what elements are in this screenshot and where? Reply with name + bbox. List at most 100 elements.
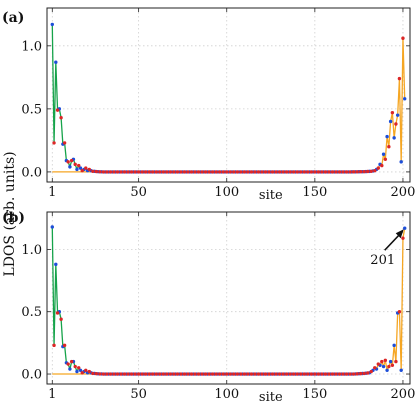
- data-point-red: [98, 372, 102, 376]
- data-point-red: [101, 170, 106, 174]
- data-point-red: [80, 371, 84, 375]
- data-point-red: [193, 170, 197, 174]
- annotation-arrow-head: [395, 229, 404, 239]
- data-point-red: [235, 170, 240, 174]
- data-point-red: [291, 372, 296, 376]
- data-point-blue: [388, 119, 393, 124]
- data-point-red: [232, 372, 236, 376]
- data-point-red: [327, 170, 331, 174]
- data-point-red: [260, 372, 264, 376]
- data-point-blue: [395, 113, 400, 117]
- data-point-red: [390, 363, 395, 368]
- data-point-red: [186, 170, 190, 174]
- data-point-red: [383, 358, 388, 363]
- series-line-orange: [52, 228, 406, 375]
- data-point-red: [334, 170, 338, 174]
- data-point-blue: [54, 262, 58, 267]
- data-point-red: [260, 170, 264, 174]
- x-tick-label: 1: [48, 185, 56, 200]
- data-point-red: [228, 372, 232, 376]
- data-point-blue: [381, 152, 386, 156]
- data-point-blue: [78, 166, 83, 170]
- data-point-red: [302, 372, 306, 376]
- data-point-red: [221, 170, 225, 174]
- data-point-red: [101, 372, 106, 376]
- data-point-red: [337, 170, 342, 174]
- data-point-blue: [381, 364, 386, 369]
- data-point-red: [270, 170, 275, 174]
- data-point-red: [77, 366, 81, 370]
- data-point-red: [182, 170, 187, 174]
- data-point-red: [288, 372, 292, 376]
- data-point-red: [179, 170, 183, 174]
- data-point-red: [119, 372, 123, 376]
- data-point-red: [348, 170, 352, 174]
- data-point-red: [119, 170, 123, 174]
- data-point-red: [91, 371, 95, 376]
- data-point-red: [306, 170, 310, 174]
- data-point-red: [84, 368, 88, 372]
- data-point-red: [267, 372, 271, 376]
- data-point-red: [358, 371, 363, 376]
- data-point-red: [387, 364, 391, 369]
- data-point-red: [151, 372, 155, 376]
- data-point-red: [302, 170, 306, 174]
- data-point-blue: [78, 368, 83, 372]
- data-point-red: [214, 170, 218, 174]
- plot-frame: [46, 7, 411, 183]
- data-point-red: [91, 169, 95, 173]
- data-point-red: [115, 372, 120, 376]
- data-point-red: [62, 343, 67, 348]
- data-point-red: [225, 170, 229, 174]
- data-point-red: [253, 372, 257, 376]
- y-tick-label: 0.5: [21, 102, 42, 117]
- x-axis-label: site: [259, 188, 283, 203]
- data-point-red: [214, 372, 218, 376]
- data-point-red: [253, 170, 257, 174]
- data-point-red: [175, 170, 180, 174]
- x-axis-label: site: [259, 390, 283, 405]
- data-point-red: [175, 372, 180, 376]
- data-point-blue: [50, 225, 54, 229]
- data-point-red: [217, 372, 222, 376]
- data-point-red: [87, 167, 91, 172]
- data-point-blue: [50, 22, 54, 27]
- data-point-red: [168, 170, 173, 174]
- data-point-red: [320, 170, 324, 174]
- data-point-red: [133, 372, 137, 376]
- data-point-red: [73, 162, 77, 167]
- data-point-red: [397, 310, 402, 314]
- y-axis-label: LDOS (arb. units): [2, 151, 18, 276]
- x-tick-label: 200: [391, 387, 415, 402]
- data-point-red: [291, 170, 296, 174]
- data-point-red: [189, 372, 194, 376]
- data-point-red: [210, 372, 215, 376]
- data-point-red: [309, 170, 314, 174]
- data-point-red: [242, 170, 247, 174]
- data-point-red: [401, 236, 405, 240]
- data-point-red: [172, 372, 176, 376]
- data-point-red: [263, 170, 268, 174]
- data-point-red: [207, 170, 211, 174]
- data-point-red: [161, 170, 166, 174]
- data-point-red: [263, 372, 268, 376]
- data-point-red: [165, 170, 169, 174]
- data-point-red: [277, 372, 282, 376]
- data-point-red: [52, 343, 56, 348]
- data-point-red: [242, 372, 247, 376]
- plot-frame: [46, 211, 411, 385]
- data-point-red: [309, 372, 314, 376]
- data-point-red: [239, 372, 243, 376]
- data-point-red: [87, 369, 91, 374]
- data-point-red: [313, 372, 317, 376]
- data-point-red: [295, 170, 299, 174]
- data-point-red: [373, 168, 377, 173]
- data-point-blue: [75, 167, 79, 172]
- y-tick-label: 1.0: [21, 39, 42, 54]
- data-point-red: [316, 372, 321, 376]
- data-point-red: [256, 170, 261, 174]
- data-point-red: [366, 371, 370, 375]
- x-tick-label: 150: [302, 185, 327, 200]
